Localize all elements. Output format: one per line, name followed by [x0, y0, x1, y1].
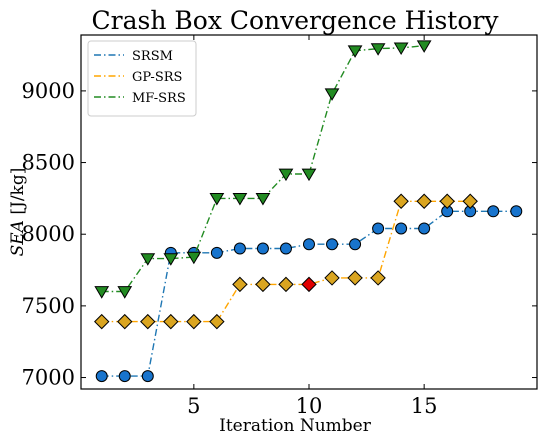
series-markers-srsm	[95, 205, 523, 383]
x-tick-label-10: 10	[296, 394, 323, 418]
data-point-srsm-19	[510, 205, 523, 218]
data-point-srsm-8	[256, 242, 269, 255]
legend-label-gp-srs: GP-SRS	[132, 70, 182, 85]
series-line-gp-srs	[101, 200, 471, 323]
data-point-gp-srs-5	[186, 313, 202, 330]
x-axis-label: Iteration Number	[219, 416, 372, 436]
data-point-mf-srs-14	[393, 42, 409, 56]
data-point-gp-srs-9	[278, 276, 294, 293]
axes-ticks: 5 10 15 7000 7500 8000 8500 9000	[22, 34, 538, 418]
chart-title: Crash Box Convergence History	[92, 6, 500, 35]
data-point-gp-srs-8	[255, 276, 271, 293]
y-axis-label: SEA [J/kg]	[8, 168, 28, 257]
data-point-srsm-2	[118, 370, 131, 383]
data-point-mf-srs-11	[324, 88, 340, 101]
data-point-gp-srs-4	[163, 313, 179, 330]
data-point-srsm-6	[210, 246, 223, 259]
series-line-srsm	[101, 210, 517, 377]
data-point-gp-srs-3	[140, 313, 156, 330]
data-point-mf-srs-1	[94, 286, 110, 299]
data-point-gp-srs-6	[209, 313, 225, 330]
data-point-mf-srs-4	[163, 253, 179, 266]
data-point-gp-srs-14	[393, 193, 409, 209]
data-point-srsm-14	[395, 222, 408, 235]
y-tick-label-7000: 7000	[22, 366, 75, 390]
data-point-mf-srs-10	[301, 168, 317, 182]
y-tick-label-9000: 9000	[22, 79, 75, 103]
data-point-srsm-11	[326, 238, 339, 251]
data-point-gp-srs-7	[232, 276, 248, 293]
y-tick-label-7500: 7500	[22, 294, 75, 318]
legend-label-mf-srs: MF-SRS	[132, 91, 186, 106]
legend-label-srsm: SRSM	[132, 49, 173, 64]
data-point-gp-srs-10	[301, 276, 317, 293]
data-point-mf-srs-9	[278, 168, 294, 182]
data-point-mf-srs-3	[140, 253, 156, 266]
data-point-gp-srs-12	[347, 270, 363, 286]
data-point-mf-srs-12	[347, 45, 363, 58]
plot-area	[94, 40, 523, 383]
data-point-gp-srs-13	[370, 270, 386, 286]
y-axis-label-quantity: SEA	[8, 220, 28, 256]
data-point-srsm-10	[303, 238, 315, 251]
series-markers-mf-srs	[94, 40, 432, 299]
y-tick-label-8000: 8000	[22, 222, 75, 246]
data-point-gp-srs-15	[416, 193, 432, 209]
data-point-srsm-1	[95, 370, 108, 383]
data-point-gp-srs-11	[324, 270, 340, 286]
data-point-mf-srs-8	[255, 193, 271, 206]
data-point-mf-srs-7	[232, 193, 248, 206]
data-point-gp-srs-2	[117, 313, 133, 330]
x-tick-label-5: 5	[187, 394, 200, 418]
data-point-mf-srs-13	[370, 43, 386, 56]
data-point-gp-srs-17	[462, 193, 478, 209]
data-point-srsm-15	[418, 222, 431, 235]
data-point-srsm-7	[233, 242, 246, 255]
y-tick-label-8500: 8500	[22, 151, 75, 175]
data-point-srsm-12	[349, 238, 362, 251]
data-point-gp-srs-16	[439, 193, 455, 209]
data-point-srsm-18	[487, 205, 500, 218]
data-point-srsm-13	[372, 222, 385, 235]
data-point-gp-srs-1	[94, 313, 110, 330]
x-tick-label-15: 15	[411, 394, 438, 418]
data-point-mf-srs-2	[117, 286, 133, 299]
data-point-mf-srs-15	[416, 40, 432, 53]
data-point-srsm-9	[279, 242, 292, 255]
series-markers-gp-srs	[94, 193, 478, 330]
data-point-mf-srs-5	[186, 251, 202, 265]
data-point-mf-srs-6	[209, 193, 225, 206]
data-point-srsm-3	[141, 370, 154, 383]
y-axis-label-unit: [J/kg]	[8, 168, 28, 220]
legend: SRSM GP-SRS MF-SRS	[87, 40, 197, 117]
